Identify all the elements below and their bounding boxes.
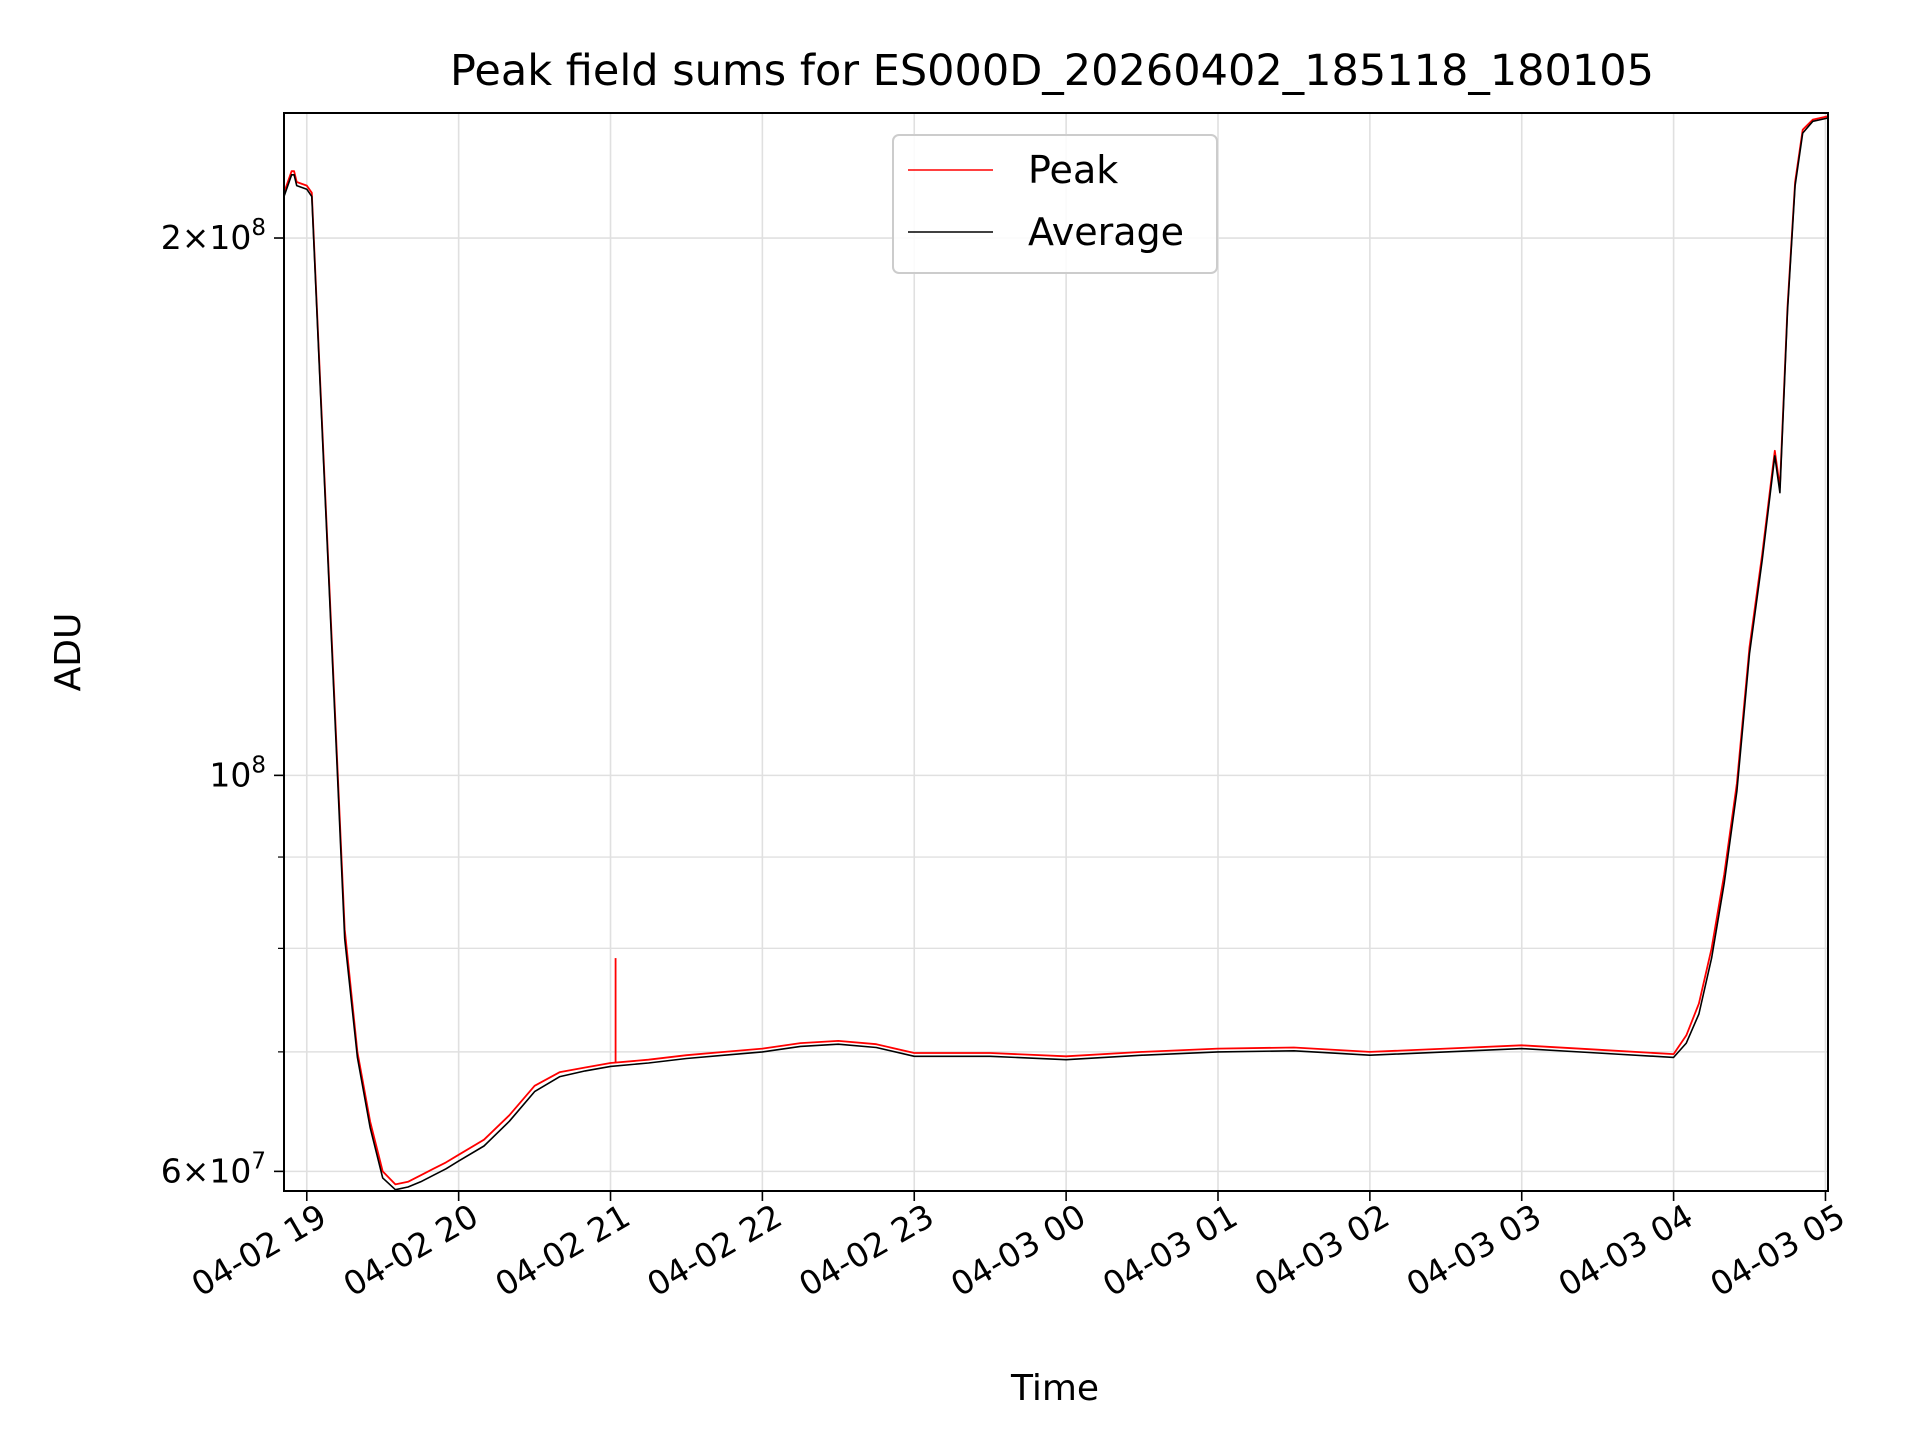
x-tick-label: 04-02 19 [185,1196,333,1304]
y-tick-label: 6×107 [161,1148,266,1190]
x-tick-label: 04-03 04 [1552,1196,1700,1304]
x-tick-label: 04-03 00 [944,1196,1092,1304]
legend-label-peak: Peak [1028,148,1118,192]
x-tick-label: 04-03 02 [1248,1196,1396,1304]
y-axis-ticks: 6×107 108 2×108 [161,215,284,1190]
x-axis-ticks: 04-02 19 04-02 20 04-02 21 04-02 22 04-02 23… [185,1191,1851,1304]
x-tick-label: 04-02 22 [640,1196,788,1304]
chart-title: Peak field sums for ES000D_20260402_1851… [450,46,1654,96]
y-tick-label: 2×108 [161,215,266,257]
x-tick-label: 04-02 21 [489,1196,637,1304]
series-line-peak [283,115,1829,1186]
series-line-average [283,117,1829,1191]
x-axis-label: Time [1010,1368,1099,1409]
x-tick-label: 04-03 01 [1096,1196,1244,1304]
x-tick-label: 04-03 03 [1400,1196,1548,1304]
plot-frame [283,112,1829,1192]
grid-layer [284,113,1828,1191]
legend-label-average: Average [1028,210,1184,254]
legend: Peak Average [892,134,1218,274]
y-axis-label: ADU [48,613,89,692]
x-tick-label: 04-02 20 [337,1196,485,1304]
series-layer [283,115,1829,1191]
y-tick-label: 108 [209,752,266,794]
x-tick-label: 04-03 05 [1703,1196,1851,1304]
x-tick-label: 04-02 23 [792,1196,940,1304]
